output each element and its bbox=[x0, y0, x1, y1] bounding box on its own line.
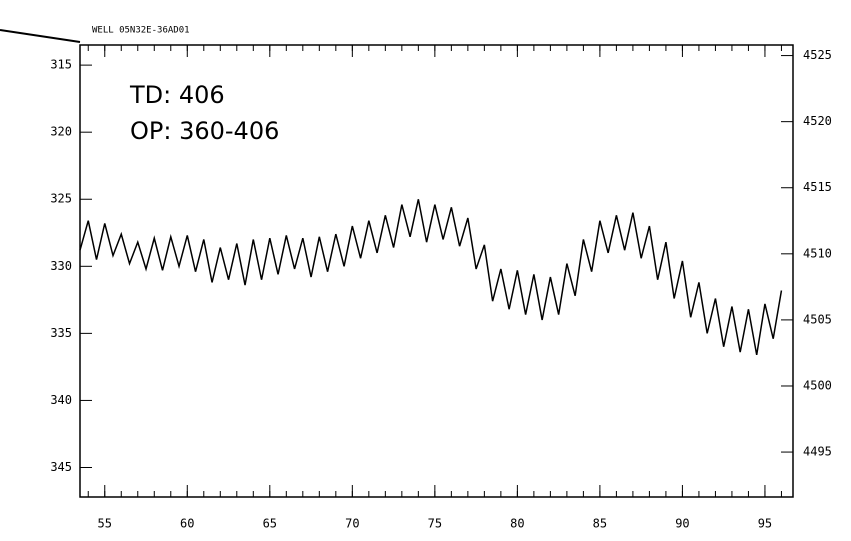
plot-frame bbox=[79, 44, 794, 498]
x-tick-label: 60 bbox=[180, 517, 194, 531]
annotation: OP: 360-406 bbox=[130, 117, 279, 145]
y2-tick-label: 4515 bbox=[803, 180, 832, 194]
x-tick-label: 95 bbox=[758, 517, 772, 531]
y2-tick-label: 4525 bbox=[803, 48, 832, 62]
x-tick-label: 55 bbox=[98, 517, 112, 531]
x-tick-label: 65 bbox=[263, 517, 277, 531]
x-tick-label: 80 bbox=[510, 517, 524, 531]
x-tick-label: 75 bbox=[428, 517, 442, 531]
x-tick-label: 90 bbox=[675, 517, 689, 531]
data-line bbox=[79, 199, 783, 355]
y-tick-label: 325 bbox=[50, 192, 72, 206]
x-tick-label: 85 bbox=[593, 517, 607, 531]
decor-line bbox=[0, 29, 81, 43]
y2-tick-label: 4500 bbox=[803, 378, 832, 392]
y2-tick-label: 4520 bbox=[803, 114, 832, 128]
annotation: TD: 406 bbox=[129, 81, 225, 109]
chart-title: WELL 05N32E-36AD01 bbox=[92, 26, 190, 36]
y2-tick-label: 4495 bbox=[803, 445, 832, 459]
y-tick-label: 315 bbox=[50, 58, 72, 72]
y-tick-label: 330 bbox=[50, 259, 72, 273]
y2-tick-label: 4510 bbox=[803, 246, 832, 260]
y-tick-label: 345 bbox=[50, 460, 72, 474]
y-tick-label: 335 bbox=[50, 326, 72, 340]
y-tick-label: 320 bbox=[50, 125, 72, 139]
y-tick-label: 340 bbox=[50, 393, 72, 407]
x-tick-label: 70 bbox=[345, 517, 359, 531]
y2-tick-label: 4505 bbox=[803, 312, 832, 326]
